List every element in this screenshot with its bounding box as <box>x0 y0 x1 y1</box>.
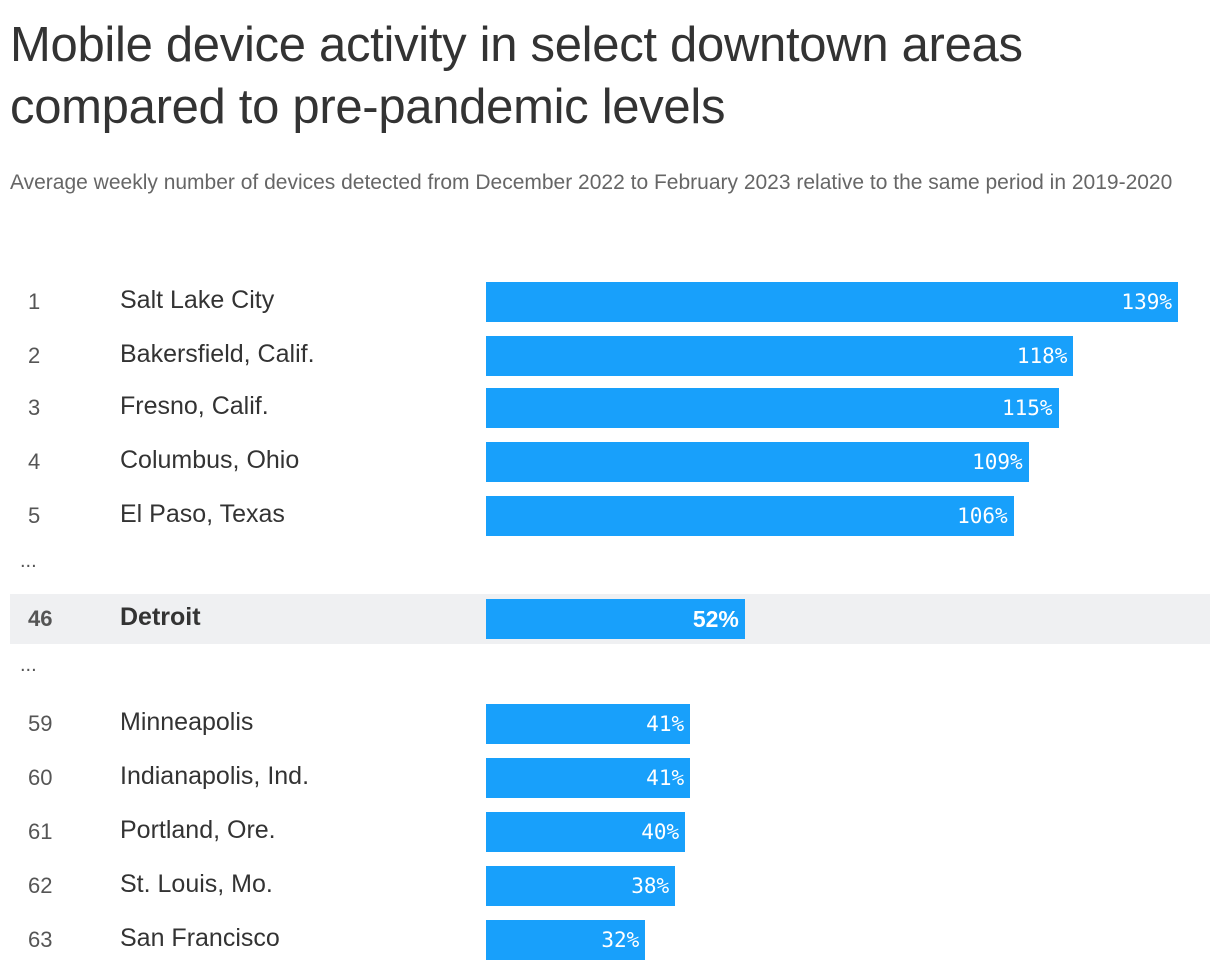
value-label: 41% <box>646 712 685 736</box>
value-label: 106% <box>957 504 1008 528</box>
bar: 52% <box>486 599 745 639</box>
value-label: 38% <box>631 874 670 898</box>
chart-row: 61 Portland, Ore. 40% <box>10 807 1210 857</box>
city-label: Minneapolis <box>120 708 254 736</box>
bar: 40% <box>486 812 686 852</box>
value-label: 41% <box>646 766 685 790</box>
chart-row: 1 Salt Lake City 139% <box>10 277 1210 327</box>
city-label: St. Louis, Mo. <box>120 870 273 898</box>
rank-label: 61 <box>28 819 53 844</box>
value-label: 139% <box>1121 290 1172 314</box>
rank-label: 3 <box>28 395 41 420</box>
bar: 41% <box>486 704 691 744</box>
city-label: El Paso, Texas <box>120 500 285 528</box>
rank-label: 59 <box>28 711 53 736</box>
chart-title: Mobile device activity in select downtow… <box>10 18 1023 134</box>
bar: 118% <box>486 336 1074 376</box>
chart-row: 62 St. Louis, Mo. 38% <box>10 861 1210 911</box>
highlighted-row: 46 Detroit 52% <box>10 594 1210 644</box>
chart-subtitle: Average weekly number of devices detecte… <box>10 171 1173 194</box>
chart-row: 2 Bakersfield, Calif. 118% <box>10 331 1210 381</box>
value-label: 109% <box>972 450 1023 474</box>
rank-label: 62 <box>28 873 53 898</box>
row-ellipsis: ... <box>20 550 37 572</box>
chart-row: 4 Columbus, Ohio 109% <box>10 437 1210 487</box>
rank-label: 2 <box>28 343 41 368</box>
bar: 32% <box>486 920 646 960</box>
city-label: Detroit <box>120 603 201 631</box>
city-label: San Francisco <box>120 924 280 952</box>
bar: 139% <box>486 282 1178 322</box>
bar: 38% <box>486 866 676 906</box>
chart-row: 60 Indianapolis, Ind. 41% <box>10 753 1210 803</box>
rank-label: 63 <box>28 927 53 952</box>
value-label: 115% <box>1001 396 1053 420</box>
chart-row: 3 Fresno, Calif. 115% <box>10 383 1210 433</box>
rank-label: 60 <box>28 765 53 790</box>
rank-label: 46 <box>28 606 53 631</box>
city-label: Portland, Ore. <box>120 816 276 844</box>
bar: 106% <box>486 496 1014 536</box>
city-label: Bakersfield, Calif. <box>120 340 315 368</box>
bar: 109% <box>486 442 1029 482</box>
city-label: Salt Lake City <box>120 286 275 314</box>
rank-label: 4 <box>28 449 41 474</box>
chart-row: 5 El Paso, Texas 106% <box>10 491 1210 541</box>
chart-row: 63 San Francisco 32% <box>10 915 1210 965</box>
value-label: 52% <box>692 606 739 632</box>
chart-row: 59 Minneapolis 41% <box>10 699 1210 749</box>
bar: 41% <box>486 758 691 798</box>
rank-label: 5 <box>28 503 41 528</box>
value-label: 32% <box>601 928 640 952</box>
city-label: Columbus, Ohio <box>120 446 300 474</box>
bar: 115% <box>486 388 1059 428</box>
city-label: Fresno, Calif. <box>120 392 269 420</box>
row-ellipsis: ... <box>20 654 37 676</box>
city-label: Indianapolis, Ind. <box>120 762 310 790</box>
value-label: 118% <box>1016 344 1068 368</box>
rank-label: 1 <box>28 289 41 314</box>
value-label: 40% <box>641 820 680 844</box>
